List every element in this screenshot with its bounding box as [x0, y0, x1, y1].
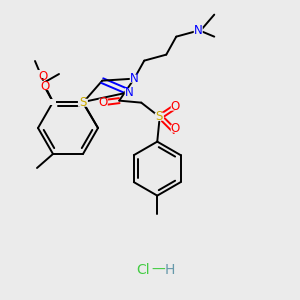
FancyBboxPatch shape — [40, 82, 50, 90]
Text: —: — — [151, 263, 165, 277]
FancyBboxPatch shape — [194, 27, 203, 34]
Text: O: O — [40, 80, 50, 92]
Text: O: O — [171, 122, 180, 135]
Text: N: N — [130, 72, 139, 85]
Text: O: O — [38, 70, 48, 83]
Text: N: N — [125, 86, 134, 99]
FancyBboxPatch shape — [171, 124, 180, 133]
Text: S: S — [156, 110, 163, 123]
Text: H: H — [165, 263, 175, 277]
FancyBboxPatch shape — [171, 103, 180, 111]
Text: N: N — [194, 24, 203, 37]
FancyBboxPatch shape — [99, 99, 108, 106]
FancyBboxPatch shape — [155, 112, 164, 121]
FancyBboxPatch shape — [130, 75, 139, 83]
FancyBboxPatch shape — [36, 70, 50, 78]
Text: O: O — [171, 100, 180, 113]
Text: O: O — [99, 96, 108, 109]
FancyBboxPatch shape — [50, 99, 56, 105]
FancyBboxPatch shape — [125, 88, 134, 96]
Text: Cl: Cl — [136, 263, 150, 277]
FancyBboxPatch shape — [78, 99, 88, 107]
Text: S: S — [79, 96, 87, 109]
